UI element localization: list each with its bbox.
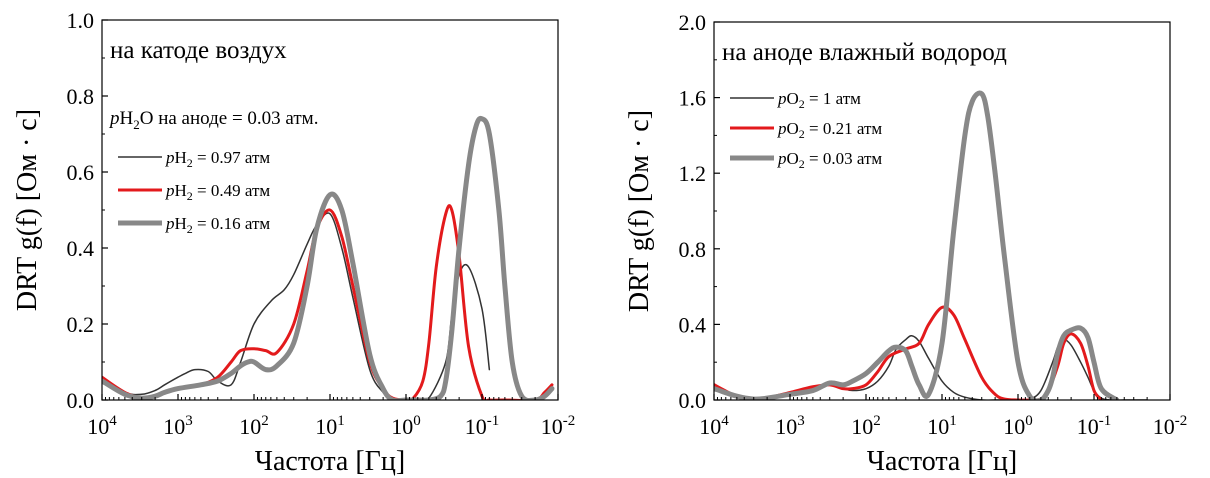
chart-panel-2: 0.0 0.4 0.8 1.2 1.6 2.0 104 103 102 101 100 10-1 10-… — [624, 10, 1187, 477]
y-tick-label: 0.6 — [67, 160, 95, 185]
series-line-1 — [102, 212, 491, 400]
y-tick-label: 0.4 — [679, 312, 707, 337]
legend-label: pH2 = 0.16 атм — [165, 214, 270, 236]
legend-label: pH2 = 0.49 атм — [165, 181, 270, 203]
y-tick-label: 1.2 — [679, 161, 707, 186]
plot-area — [102, 115, 555, 400]
x-tick-label: 103 — [775, 413, 805, 439]
plot-area — [714, 90, 1148, 400]
x-tick-label: 101 — [315, 413, 345, 439]
x-tick-label: 10-1 — [1077, 413, 1112, 439]
x-tick-label: 100 — [1003, 413, 1033, 439]
x-axis-label: Частота [Гц] — [255, 446, 405, 477]
series-line-3 — [102, 115, 555, 400]
y-tick-label: 1.6 — [679, 86, 707, 111]
legend-label: pO2 = 0.03 атм — [777, 149, 882, 171]
x-tick-label: 102 — [239, 413, 269, 439]
x-tick-label: 101 — [927, 413, 957, 439]
y-tick-label: 0.0 — [679, 388, 707, 413]
x-axis-label: Частота [Гц] — [867, 446, 1017, 477]
x-tick-label: 104 — [699, 413, 729, 439]
y-tick-label: 1.0 — [67, 8, 95, 33]
x-tick-label: 10-1 — [465, 413, 500, 439]
annotation-text: на аноде влажный водород — [722, 39, 1007, 66]
x-tick-label: 103 — [163, 413, 193, 439]
y-tick-label: 0.8 — [679, 237, 707, 262]
x-tick-label: 102 — [851, 413, 881, 439]
y-tick-label: 0.2 — [67, 312, 95, 337]
annotation-text: на катоде воздух — [110, 37, 287, 64]
series-line-2 — [714, 305, 1103, 400]
legend-label: pH2 = 0.97 атм — [165, 148, 270, 170]
x-tick-label: 10-2 — [541, 413, 576, 439]
y-axis-label: DRT g(f) [Ом · с] — [12, 109, 43, 311]
x-tick-label: 100 — [391, 413, 421, 439]
series-line-3 — [714, 90, 1120, 400]
y-axis-label: DRT g(f) [Ом · с] — [624, 110, 655, 312]
y-tick-label: 0.0 — [67, 388, 95, 413]
legend-label: pO2 = 0.21 атм — [777, 119, 882, 141]
chart-panel-1: 0.0 0.2 0.4 0.6 0.8 1.0 104 103 102 101 100 10-1 10-… — [12, 8, 575, 477]
x-tick-label: 104 — [87, 413, 117, 439]
legend-label: pO2 = 1 атм — [777, 89, 861, 111]
subtitle-text: pH2O на аноде = 0.03 атм. — [108, 108, 318, 132]
y-tick-label: 0.4 — [67, 236, 95, 261]
y-tick-label: 2.0 — [679, 10, 707, 35]
x-tick-label: 10-2 — [1153, 413, 1188, 439]
y-tick-label: 0.8 — [67, 84, 95, 109]
